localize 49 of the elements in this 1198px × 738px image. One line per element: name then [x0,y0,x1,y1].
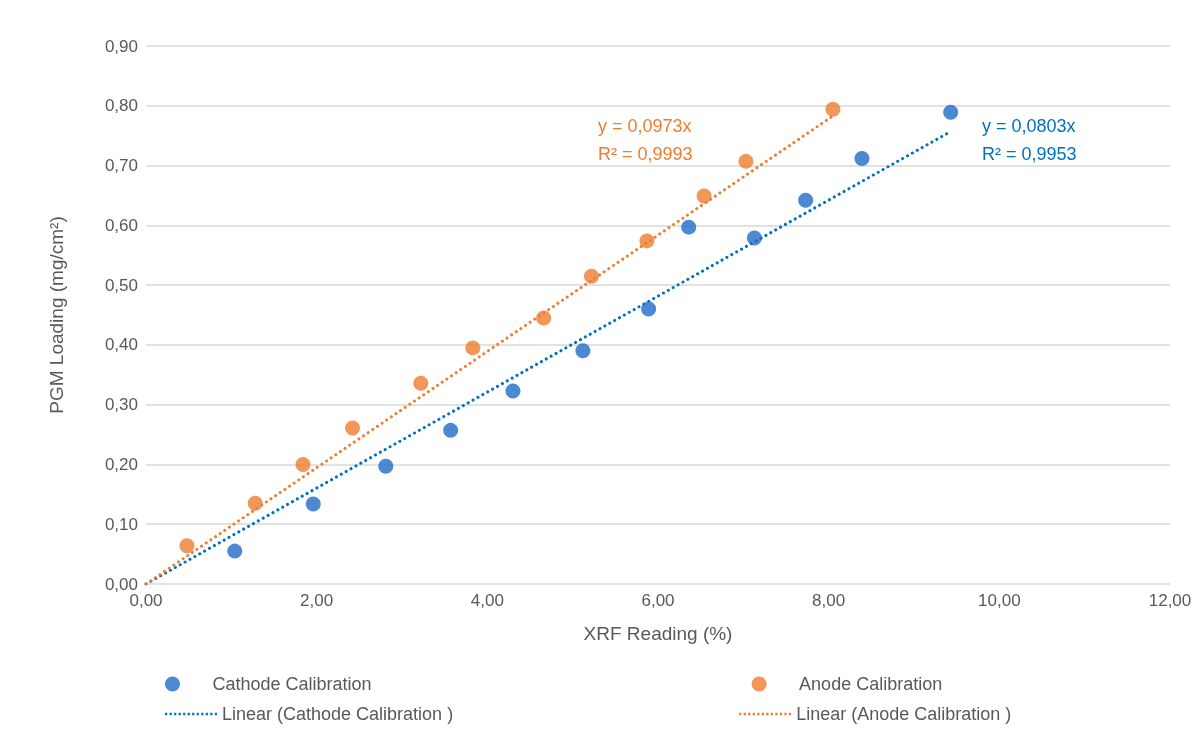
point [641,301,657,317]
point [746,230,762,246]
point [536,310,552,326]
x-tick-label: 4,00 [470,591,504,610]
y-tick-label: 0,50 [104,275,138,295]
point [227,543,243,559]
x-tick-label: 0,00 [129,591,163,610]
annotation: y = 0,0973x R² = 0,9993 [598,116,693,164]
x-tick-label: 12,00 [1148,591,1192,610]
legend-label: Linear (Cathode Calibration ) [222,704,454,724]
point [825,101,841,117]
x-axis-title: XRF Reading (%) [583,623,733,644]
point [413,375,429,391]
point [179,538,195,554]
y-tick-label: 0,90 [104,36,138,56]
y-tick-label: 0,20 [104,454,138,474]
y-tick-label: 0,60 [104,215,138,235]
y-axis-title: PGM Loading (mg/cm²) [46,216,67,414]
y-tick-label: 0,00 [104,574,138,594]
y-tick-label: 0,80 [104,96,138,116]
point [443,422,459,438]
point [639,233,655,249]
legend-label: Linear (Anode Calibration ) [796,704,1012,724]
x-tick-label: 8,00 [812,591,846,610]
point [943,104,959,120]
x-tick-label: 10,00 [978,591,1021,610]
point [798,192,814,208]
point [305,496,321,512]
point [345,420,361,436]
y-tick-label: 0,30 [104,395,138,415]
annotation: y = 0,0803x R² = 0,9953 [982,116,1077,164]
y-tick-label: 0,40 [104,335,138,355]
legend-label: Cathode Calibration [212,674,372,694]
point [583,268,599,284]
point [295,456,311,472]
point [575,343,591,359]
point [854,150,870,166]
y-tick-label: 0,70 [104,156,138,176]
point [681,219,697,235]
x-tick-label: 6,00 [641,591,675,610]
legend-label: Anode Calibration [799,674,943,694]
point [696,188,712,204]
point [505,383,521,399]
point [247,495,263,511]
point [465,340,481,356]
point [738,153,754,169]
x-tick-label: 2,00 [300,591,334,610]
point [378,458,394,474]
y-tick-label: 0,10 [104,514,138,534]
